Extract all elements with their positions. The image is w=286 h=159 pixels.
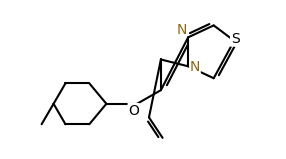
Text: O: O bbox=[128, 104, 139, 118]
Text: N: N bbox=[176, 23, 186, 37]
Text: S: S bbox=[231, 32, 239, 46]
Text: N: N bbox=[190, 60, 200, 74]
